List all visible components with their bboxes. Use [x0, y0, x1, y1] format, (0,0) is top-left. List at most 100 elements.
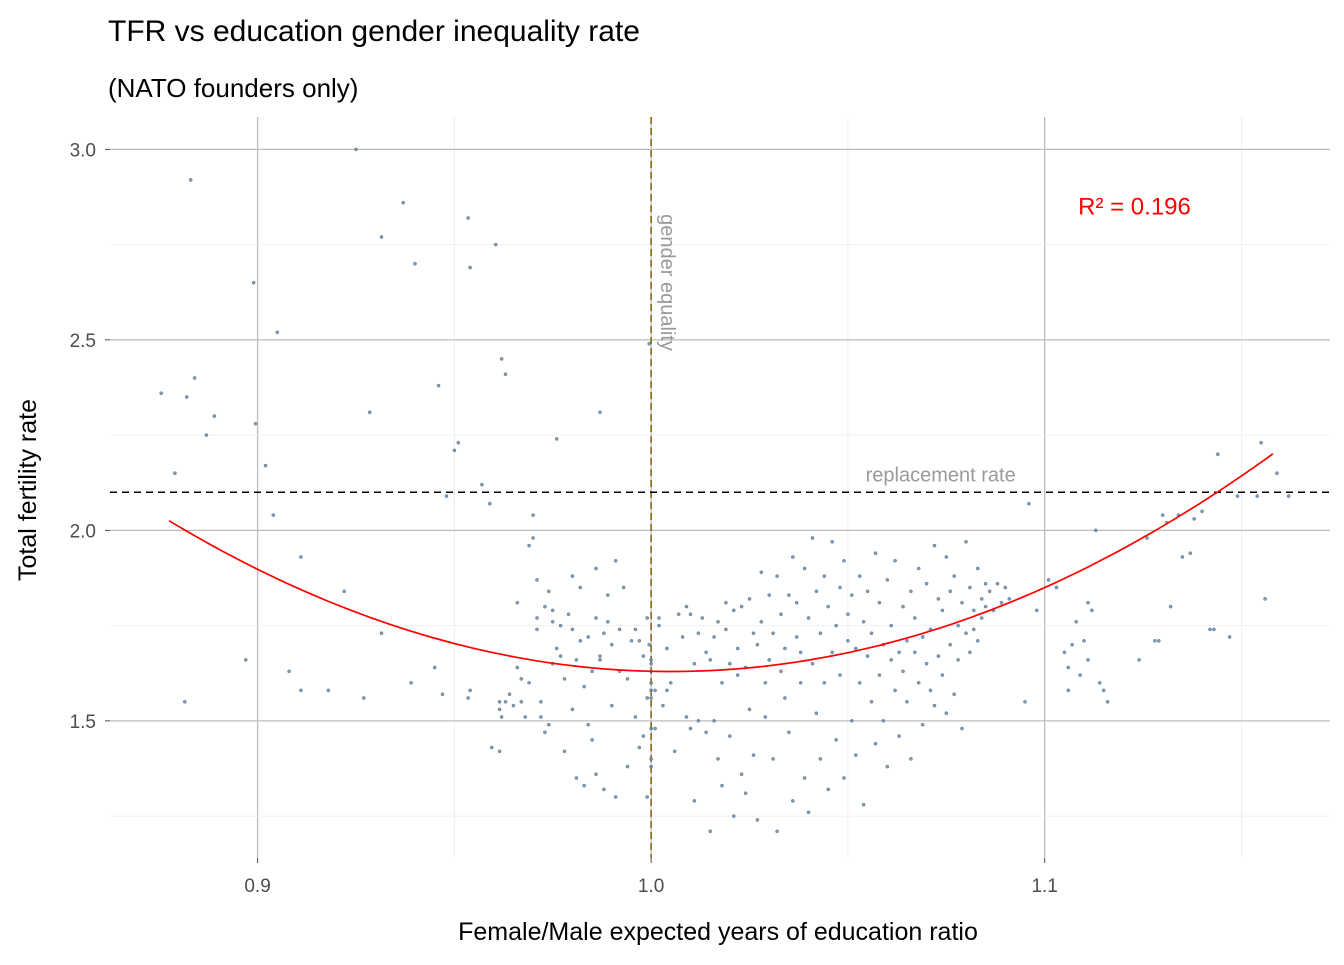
data-point: [413, 261, 417, 266]
x-tick-label: 0.9: [244, 876, 270, 897]
data-point: [1168, 604, 1173, 609]
data-point: [893, 688, 897, 693]
y-tick-label: 2.0: [70, 521, 96, 542]
data-point: [456, 440, 461, 445]
data-point: [466, 216, 470, 220]
data-point: [1208, 627, 1212, 632]
replacement-rate-label: replacement rate: [866, 464, 1016, 486]
data-point: [739, 604, 744, 609]
data-point: [586, 635, 591, 639]
reference-lines: [110, 117, 1330, 858]
data-point: [1074, 620, 1078, 624]
data-point: [806, 810, 811, 815]
data-point: [747, 707, 752, 712]
data-point: [948, 642, 953, 647]
data-point: [1153, 639, 1157, 643]
data-point: [641, 734, 646, 738]
data-point: [877, 600, 882, 605]
data-point: [1086, 658, 1090, 662]
data-point: [1027, 501, 1031, 506]
data-point: [920, 635, 925, 639]
data-point: [672, 749, 677, 754]
data-point: [212, 414, 217, 418]
data-point: [578, 639, 583, 643]
data-point: [354, 147, 358, 152]
data-point: [735, 646, 740, 651]
data-point: [936, 654, 941, 658]
data-point: [499, 715, 504, 719]
data-point: [909, 589, 913, 594]
data-point: [767, 593, 772, 597]
data-point: [846, 639, 850, 643]
data-point: [763, 715, 768, 719]
data-point: [535, 616, 539, 620]
data-point: [857, 681, 862, 685]
data-point: [287, 669, 291, 674]
data-point: [1098, 681, 1102, 685]
data-point: [794, 600, 799, 605]
data-point: [755, 642, 760, 647]
x-tick-label: 1.0: [638, 876, 664, 897]
data-point: [747, 597, 752, 601]
data-point: [271, 513, 276, 517]
data-point: [562, 677, 567, 681]
data-point: [361, 696, 366, 700]
x-axis-title: Female/Male expected years of education …: [458, 918, 978, 946]
data-point: [1286, 494, 1291, 498]
data-point: [342, 589, 347, 594]
data-point: [645, 696, 650, 700]
data-point: [724, 600, 728, 605]
data-point: [547, 589, 551, 594]
data-point: [602, 787, 606, 792]
data-point: [861, 620, 866, 624]
data-point: [688, 612, 693, 617]
data-point: [798, 650, 803, 655]
data-point: [1086, 600, 1090, 605]
data-point: [865, 589, 870, 594]
data-point: [1255, 494, 1259, 498]
data-point: [570, 574, 575, 578]
data-point: [680, 635, 685, 639]
data-point: [972, 608, 976, 613]
data-point: [519, 677, 524, 681]
data-point: [649, 696, 653, 700]
data-point: [653, 726, 657, 731]
tick-labels: 0.9 1.0 1.1 1.5 2.0 2.5 3.0: [70, 140, 1058, 897]
data-point: [613, 559, 618, 563]
data-point: [657, 616, 661, 620]
data-point: [299, 555, 303, 559]
quadratic-fit-curve: [168, 453, 1274, 673]
data-point: [610, 642, 614, 647]
data-point: [897, 734, 901, 738]
data-point: [489, 745, 494, 750]
data-point: [802, 776, 807, 780]
data-point: [1007, 597, 1012, 601]
data-point: [850, 593, 854, 597]
data-point: [932, 543, 937, 548]
data-point: [633, 715, 638, 719]
data-point: [243, 658, 248, 662]
data-point: [728, 734, 732, 738]
data-point: [999, 600, 1004, 605]
data-point: [645, 795, 650, 799]
data-point: [979, 597, 984, 601]
data-point: [913, 616, 917, 620]
data-point: [952, 692, 957, 697]
data-point: [873, 551, 878, 556]
data-point: [708, 658, 713, 662]
data-point: [779, 669, 783, 674]
y-tick-label: 3.0: [70, 140, 96, 161]
data-point: [751, 753, 756, 757]
data-point: [590, 738, 594, 742]
data-point: [192, 376, 197, 380]
data-point: [649, 726, 653, 731]
data-point: [401, 200, 406, 205]
data-point: [574, 658, 579, 662]
data-point: [873, 741, 878, 746]
data-point: [798, 681, 803, 685]
data-point: [665, 688, 669, 693]
data-point: [940, 608, 945, 613]
data-point: [543, 730, 547, 735]
data-point: [497, 749, 502, 754]
data-point: [751, 631, 756, 636]
